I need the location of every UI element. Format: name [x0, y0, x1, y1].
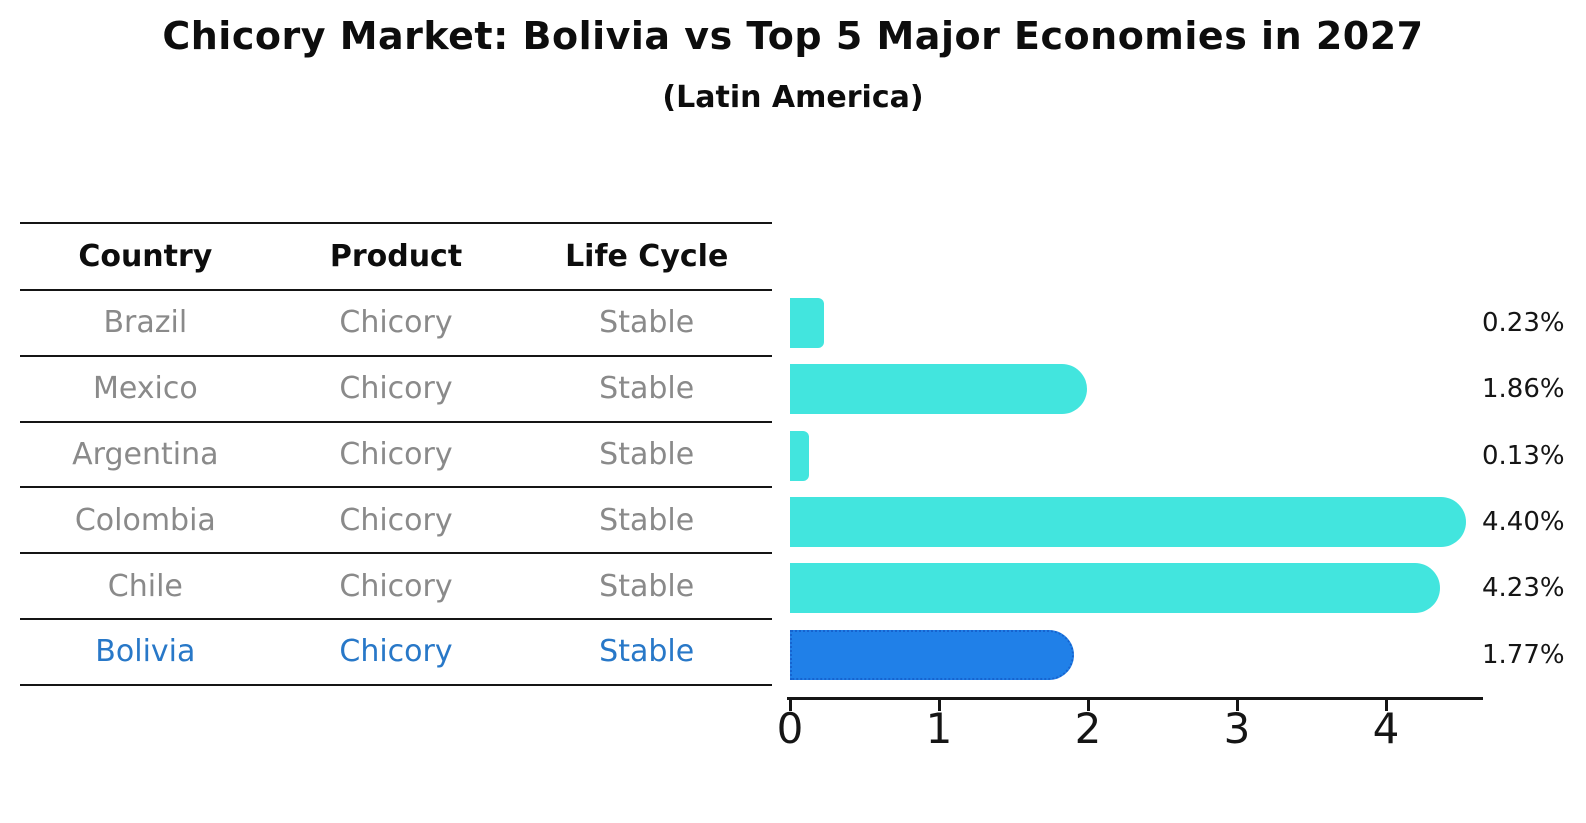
- value-label-bolivia: 1.77%: [1482, 639, 1565, 670]
- country-cell: Brazil: [103, 305, 188, 341]
- value-label-colombia: 4.40%: [1482, 507, 1565, 538]
- country-table: Country Product Life Cycle Brazil Chicory St…: [20, 222, 772, 686]
- product-cell: Chicory: [339, 502, 453, 538]
- life-cycle-cell: Stable: [599, 436, 695, 472]
- x-tick-mark-1: [937, 697, 941, 711]
- bar-colombia: [790, 497, 1466, 548]
- bar-argentina: [790, 430, 810, 481]
- bar-bolivia: [790, 629, 1074, 680]
- life-cycle-cell: Stable: [599, 634, 695, 670]
- table-row-chile: Chile Chicory Stable: [20, 554, 772, 620]
- table-header-row: Country Product Life Cycle: [20, 224, 772, 291]
- country-cell: Colombia: [74, 502, 216, 538]
- x-tick-label-3: 3: [1223, 704, 1251, 753]
- bar-mexico: [790, 364, 1088, 415]
- product-cell: Chicory: [339, 436, 453, 472]
- country-cell: Argentina: [72, 436, 219, 472]
- life-cycle-cell: Stable: [599, 502, 695, 538]
- product-cell: Chicory: [339, 568, 453, 604]
- x-tick-label-2: 2: [1074, 704, 1102, 753]
- table-row-bolivia: Bolivia Chicory Stable: [20, 620, 772, 686]
- bar-chile: [790, 563, 1441, 614]
- product-cell: Chicory: [339, 634, 453, 670]
- life-cycle-cell: Stable: [599, 371, 695, 407]
- x-tick-label-4: 4: [1372, 704, 1400, 753]
- value-label-argentina: 0.13%: [1482, 440, 1565, 471]
- table-row-brazil: Brazil Chicory Stable: [20, 291, 772, 357]
- table-body: Brazil Chicory Stable Mexico Chicory Stable Ar…: [20, 291, 772, 686]
- table-header-life-cycle: Life Cycle: [565, 239, 729, 274]
- x-tick-mark-2: [1086, 697, 1090, 711]
- x-tick-mark-0: [788, 697, 792, 711]
- x-tick-label-0: 0: [776, 704, 804, 753]
- value-label-mexico: 1.86%: [1482, 374, 1565, 405]
- chart-subtitle: (Latin America): [662, 80, 924, 115]
- value-label-brazil: 0.23%: [1482, 308, 1565, 339]
- product-cell: Chicory: [339, 371, 453, 407]
- country-cell: Bolivia: [95, 634, 196, 670]
- life-cycle-cell: Stable: [599, 305, 695, 341]
- country-cell: Chile: [107, 568, 183, 604]
- x-tick-label-1: 1: [925, 704, 953, 753]
- x-tick-mark-4: [1384, 697, 1388, 711]
- country-cell: Mexico: [92, 371, 198, 407]
- value-label-chile: 4.23%: [1482, 573, 1565, 604]
- chart-title: Chicory Market: Bolivia vs Top 5 Major E…: [162, 14, 1424, 58]
- table-header-product: Product: [329, 239, 463, 274]
- x-tick-mark-3: [1235, 697, 1239, 711]
- x-axis-line: [787, 697, 1483, 700]
- table-row-argentina: Argentina Chicory Stable: [20, 423, 772, 489]
- bar-brazil: [790, 298, 825, 349]
- table-row-colombia: Colombia Chicory Stable: [20, 488, 772, 555]
- product-cell: Chicory: [339, 305, 453, 341]
- table-header-country: Country: [78, 239, 213, 274]
- life-cycle-cell: Stable: [599, 568, 695, 604]
- table-row-mexico: Mexico Chicory Stable: [20, 357, 772, 423]
